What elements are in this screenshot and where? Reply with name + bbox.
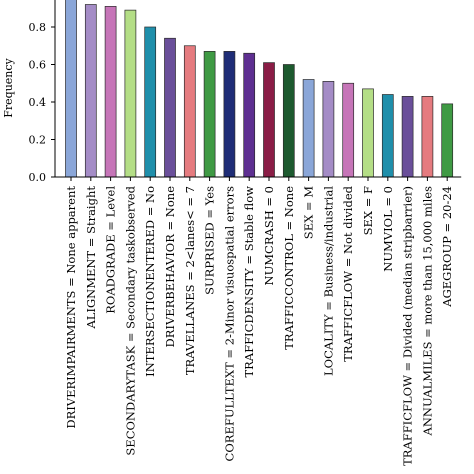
y-tick-label: 0.4	[29, 96, 47, 109]
x-tick-label: NUMCRASH = 0	[262, 186, 276, 285]
y-axis-label: Frequency	[2, 57, 15, 117]
x-tick-label: SURPRISED = Yes	[203, 186, 217, 295]
x-tick-label: SEX = M	[302, 186, 316, 239]
bar	[401, 96, 414, 178]
bar	[441, 103, 454, 178]
bar	[421, 96, 434, 178]
bar	[183, 45, 196, 178]
bar	[381, 94, 394, 178]
bar	[362, 88, 374, 178]
x-tick-label: SEX = F	[361, 186, 375, 235]
x-axis: DRIVERIMPAIRMENTS = None apparent ALIGNME…	[55, 176, 462, 466]
y-tick-label: 0.2	[29, 134, 47, 147]
bar	[243, 52, 256, 178]
bar	[282, 64, 295, 178]
x-tick-label: TRAVELLANES = 2<lanes< = 7	[183, 186, 197, 375]
x-tick-label: DRIVERIMPAIRMENTS = None apparent	[64, 186, 78, 429]
x-tick-label: NUMVIOL = 0	[381, 186, 395, 272]
bar	[203, 51, 216, 178]
x-tick-label: AGEGROUP = 20-24	[440, 186, 454, 308]
x-tick-label: COREFULLTEXT = 2-Minor visuospatial erro…	[222, 186, 236, 462]
bar	[302, 79, 315, 178]
x-tick-label: ROADGRADE = Level	[104, 186, 118, 314]
bar	[65, 0, 77, 178]
bar	[124, 9, 137, 178]
x-tick-label: TRAFFICDENSITY = Stable flow	[242, 186, 256, 378]
bar	[164, 37, 176, 178]
x-tick-label: SECONDARYTASK = Secondary taskobserved	[123, 185, 137, 455]
x-tick-label: TRAFFICFLOW = Not divided	[341, 185, 355, 361]
bar	[84, 4, 97, 178]
x-tick-label: TRAFFICFLOW = Divided (median stripbarri…	[401, 186, 415, 466]
x-tick-label: TRAFFICCONTROL = None	[282, 186, 296, 350]
bars	[65, 0, 454, 178]
x-tick-label: ANNUALMILES = more than 15,000 miles	[420, 186, 434, 437]
y-tick-label: 0.8	[29, 21, 47, 34]
x-tick-label: DRIVERBEHAVIOR = None	[163, 186, 177, 348]
y-tick-label: 0.6	[29, 59, 47, 72]
bar	[322, 81, 335, 178]
bar	[104, 6, 117, 178]
bar	[223, 51, 236, 178]
x-tick-label: LOCALITY = Business/industrial	[321, 186, 335, 376]
y-axis: 0.0 0.2 0.4 0.6 0.8	[29, 0, 56, 184]
x-tick-label: ALIGNMENT = Straight	[84, 186, 98, 330]
bar	[342, 82, 355, 178]
bar	[144, 26, 157, 178]
x-tick-label: INTERSECTIONENTERED = No	[143, 186, 157, 377]
y-tick-label: 0.0	[29, 171, 47, 184]
bar	[263, 62, 275, 178]
